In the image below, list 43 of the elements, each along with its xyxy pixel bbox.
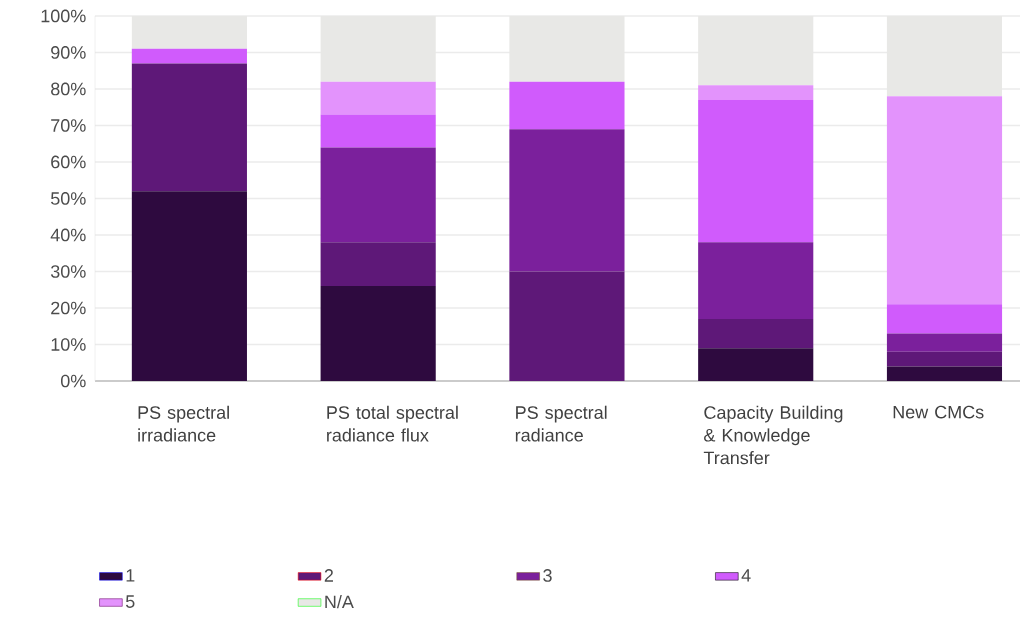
y-tick-label: 40% [50, 228, 86, 242]
bar [698, 99, 814, 243]
bar [320, 114, 436, 148]
x-tick-label: Capacity Building & Knowledge Transfer [703, 405, 843, 465]
y-tick-label: 70% [51, 119, 86, 132]
bar [698, 85, 814, 100]
bar [698, 348, 814, 381]
bar [698, 318, 814, 349]
bar [698, 242, 814, 319]
y-tick-label: 100% [41, 9, 86, 23]
y-tick-label: 30% [50, 265, 86, 278]
bar [886, 304, 1003, 334]
legend-label: N/A [325, 595, 354, 609]
x-tick-label: New CMCs [893, 405, 984, 419]
bar [320, 286, 436, 381]
y-tick-label: 90% [51, 46, 86, 59]
y-tick-label: 50% [50, 192, 86, 205]
legend-label: 1 [126, 569, 135, 582]
bar [131, 191, 247, 381]
bar [886, 96, 1003, 305]
y-tick-label: 0% [60, 374, 86, 388]
x-tick-label: PS total spectral radiance flux [327, 405, 458, 442]
bar [320, 242, 436, 287]
bar [509, 129, 625, 272]
bar [131, 63, 247, 192]
y-tick-label: 60% [51, 155, 86, 169]
bar [320, 81, 436, 115]
bar [131, 48, 247, 64]
legend-label: 5 [125, 595, 135, 608]
bar [886, 351, 1003, 367]
x-tick-label: PS spectral radiance [515, 405, 607, 442]
bar [320, 147, 436, 243]
x-tick-label: PS spectral irradiance [138, 405, 229, 442]
legend-label: 4 [741, 569, 751, 582]
y-tick-label: 20% [51, 301, 86, 315]
bar [509, 81, 625, 130]
legend-label: 3 [543, 569, 552, 582]
bar [886, 366, 1003, 381]
bar [509, 271, 625, 381]
y-tick-label: 80% [51, 82, 86, 96]
legend-label: 2 [324, 569, 333, 582]
y-tick-label: 10% [51, 338, 86, 351]
bar [886, 333, 1003, 352]
